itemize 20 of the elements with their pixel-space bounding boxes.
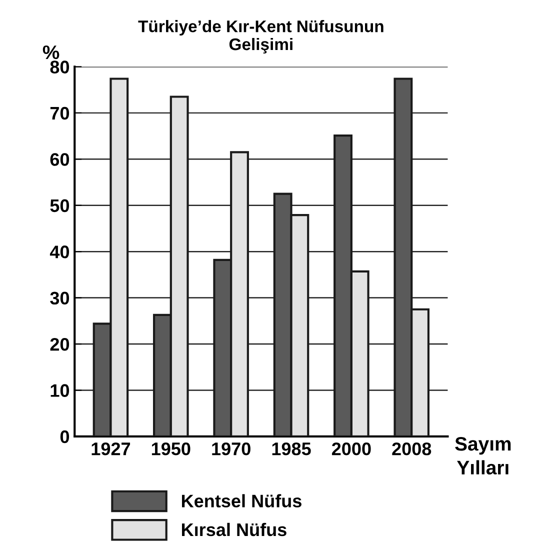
- chart-title: Türkiye’de Kır-Kent Nüfusunun Gelişimi: [138, 20, 384, 54]
- y-tick-label: 30: [50, 292, 70, 305]
- y-tick-label: 80: [50, 60, 70, 74]
- x-tick-label: 1985: [272, 442, 311, 456]
- x-axis-title: Sayım Yılları: [455, 436, 511, 475]
- y-tick-label: 70: [50, 106, 70, 120]
- legend-label: Kentsel Nüfus: [182, 494, 302, 508]
- x-tick-label: 2000: [332, 442, 371, 456]
- x-tick-label: 1950: [152, 442, 190, 456]
- legend-label: Kırsal Nüfus: [182, 522, 286, 536]
- y-tick-label: 50: [50, 199, 70, 212]
- y-axis-title: %: [42, 45, 60, 60]
- x-tick-label: 1927: [92, 442, 130, 456]
- y-tick-label: 20: [50, 338, 70, 351]
- y-tick-label: 60: [50, 153, 70, 166]
- y-tick-label: 40: [50, 246, 70, 258]
- x-tick-label: 1970: [212, 442, 250, 456]
- y-tick-label: 10: [50, 384, 70, 397]
- y-tick-label: 0: [60, 430, 70, 444]
- x-tick-label: 2008: [392, 442, 432, 456]
